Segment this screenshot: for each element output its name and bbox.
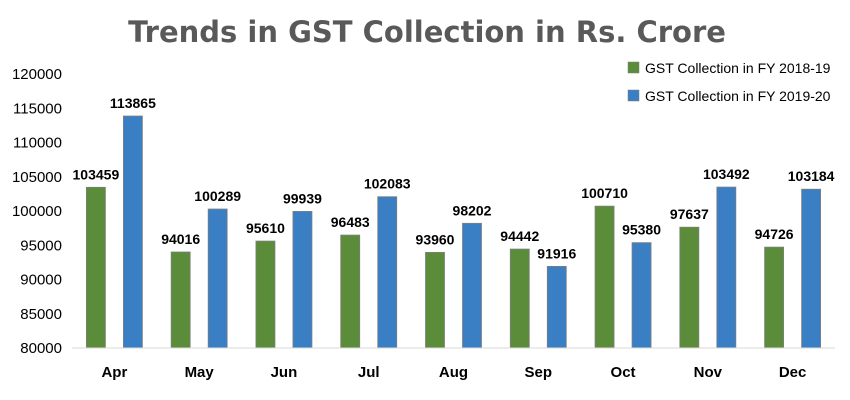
y-tick-label: 115000 [13,100,62,117]
bar-data-label: 94726 [755,226,794,242]
bar-data-label: 100289 [194,188,241,204]
bar-data-label: 94016 [161,231,200,247]
bar-fy2018-19 [679,226,700,349]
bar-fy2019-20 [122,115,143,349]
y-tick-label: 110000 [13,135,62,152]
y-tick-label: 95000 [20,237,62,254]
x-category-label: Jul [358,364,380,381]
x-category-label: Oct [611,364,636,381]
bar-fy2019-20 [631,242,652,349]
bar-data-label: 95380 [622,222,661,238]
x-category-label: Jun [271,364,298,381]
bar-fy2018-19 [764,246,785,349]
bar-fy2018-19 [594,205,615,349]
bar-data-label: 113865 [110,95,156,111]
bar-data-label: 103184 [788,168,835,184]
bar-fy2018-19 [170,251,191,349]
bar-data-label: 93960 [416,231,455,247]
bar-fy2019-20 [716,186,737,349]
bar-fy2018-19 [85,186,106,349]
bar-data-label: 96483 [331,214,370,230]
bar-data-label: 103492 [703,166,750,182]
bar-fy2019-20 [377,196,398,349]
legend-swatch [627,61,640,74]
y-tick-label: 100000 [12,203,62,220]
bar-fy2018-19 [425,251,445,349]
bar-group [85,115,822,349]
x-category-label: Nov [694,364,723,381]
bar-data-label: 98202 [453,202,492,218]
bar-data-label: 102083 [364,176,411,192]
y-tick-label: 120000 [12,66,62,83]
legend-label: GST Collection in FY 2019-20 [645,88,831,104]
bar-fy2019-20 [207,208,228,349]
x-category-label: May [185,364,215,381]
x-category-label: Apr [101,364,127,381]
bar-fy2019-20 [462,222,482,349]
y-tick-label: 85000 [20,306,62,323]
bar-data-label: 99939 [283,190,322,206]
bar-data-label: 103459 [73,166,120,182]
bar-data-label: 95610 [246,220,285,236]
y-axis: 80000 85000 90000 95000 100000 105000 110000 11… [12,66,62,357]
bar-fy2019-20 [546,265,567,349]
bar-data-label: 94442 [500,228,539,244]
x-category-label: Aug [439,364,468,381]
bar-data-label: 100710 [581,185,628,201]
legend: GST Collection in FY 2018-19 GST Collecti… [627,60,831,104]
legend-swatch [627,89,640,102]
x-category-label: Sep [525,364,553,381]
x-axis: Apr May Jun Jul Aug Sep Oct Nov Dec [72,347,835,381]
x-category-label: Dec [779,364,807,381]
bar-fy2018-19 [509,248,530,349]
data-label-group: 103459 113865 94016 100289 95610 99939 96483 10… [73,95,835,261]
y-tick-label: 90000 [20,272,62,289]
bar-fy2018-19 [255,240,276,349]
chart-title: Trends in GST Collection in Rs. Crore [128,15,726,49]
bar-data-label: 97637 [670,206,709,222]
y-tick-label: 80000 [20,340,62,357]
bar-fy2019-20 [292,211,313,349]
bar-data-label: 91916 [537,245,576,261]
y-tick-label: 105000 [12,169,62,186]
legend-label: GST Collection in FY 2018-19 [645,60,831,76]
bar-fy2019-20 [801,188,822,349]
bar-fy2018-19 [340,234,361,349]
